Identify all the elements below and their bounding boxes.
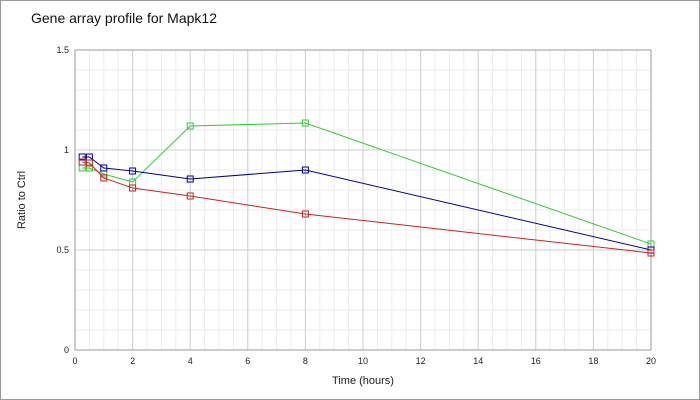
series-line (82, 122, 652, 245)
data-point (129, 184, 137, 192)
x-tick-label: 14 (473, 356, 483, 366)
data-point (85, 159, 93, 167)
x-tick-label: 10 (358, 356, 368, 366)
data-point (301, 166, 309, 174)
x-tick-label: 2 (130, 356, 135, 366)
data-point (100, 164, 108, 172)
data-point (85, 164, 93, 172)
y-axis-label: Ratio to Ctrl (16, 171, 28, 229)
x-tick-label: 6 (245, 356, 250, 366)
series-layer (78, 119, 655, 257)
series-line (82, 161, 652, 254)
data-point (186, 122, 194, 130)
y-tick-label: 0.5 (56, 245, 69, 255)
x-axis-ticks: 0 2 4 6 8 10 12 14 16 18 20 (72, 356, 656, 366)
data-point (647, 249, 655, 257)
x-tick-label: 8 (303, 356, 308, 366)
x-tick-label: 18 (588, 356, 598, 366)
data-point (301, 210, 309, 218)
y-tick-label: 0 (64, 345, 69, 355)
plot-area (74, 49, 652, 351)
data-point (78, 153, 86, 161)
data-point (100, 174, 108, 182)
x-tick-label: 20 (646, 356, 656, 366)
chart-title: Gene array profile for Mapk12 (31, 10, 217, 26)
data-point (301, 119, 309, 127)
data-point (78, 158, 86, 166)
data-point (186, 175, 194, 183)
x-tick-label: 16 (531, 356, 541, 366)
x-tick-label: 12 (416, 356, 426, 366)
x-axis-label: Time (hours) (332, 375, 394, 387)
y-tick-label: 1.5 (56, 45, 69, 55)
y-tick-label: 1 (64, 145, 69, 155)
series (78, 158, 655, 257)
series (78, 119, 655, 248)
x-tick-label: 0 (72, 356, 77, 366)
y-axis-ticks: 0 0.5 1 1.5 (56, 45, 69, 355)
series-line (82, 156, 652, 251)
data-point (129, 167, 137, 175)
series (78, 153, 655, 254)
data-point (186, 192, 194, 200)
x-tick-label: 4 (188, 356, 193, 366)
